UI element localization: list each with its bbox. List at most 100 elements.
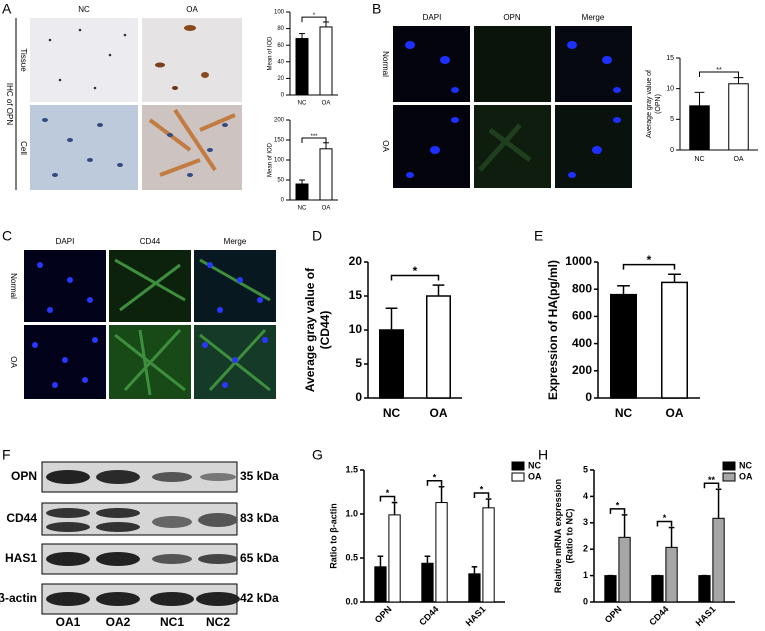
image-detail xyxy=(613,87,621,93)
bar xyxy=(319,148,333,201)
y-tick-label: 20 xyxy=(277,76,284,82)
x-tick-label: OA xyxy=(666,406,684,420)
significance-bracket xyxy=(473,492,490,499)
size-label: 65 kDa xyxy=(240,551,279,565)
y-tick-label: 60 xyxy=(277,43,284,49)
image-detail xyxy=(217,307,223,313)
image-detail xyxy=(406,172,414,178)
image-detail xyxy=(194,250,276,322)
image-detail xyxy=(568,172,576,178)
significance-bracket xyxy=(703,482,720,489)
image-detail xyxy=(78,28,82,32)
image-detail xyxy=(198,513,238,527)
column-label: Merge xyxy=(582,13,605,22)
y-tick-label: 0.0 xyxy=(345,596,358,606)
y-tick-label: 50 xyxy=(277,178,284,184)
significance-label: ** xyxy=(708,475,716,485)
y-tick-label: 2 xyxy=(583,544,588,554)
legend-label: NC xyxy=(739,460,752,470)
column-label: Merge xyxy=(224,237,247,246)
image-detail xyxy=(172,86,178,90)
y-tick-label: 800 xyxy=(572,281,592,295)
x-tick-label: OA xyxy=(322,205,331,211)
image-detail xyxy=(46,508,90,518)
y-tick-label: 0 xyxy=(670,147,674,154)
image-detail xyxy=(30,18,138,102)
image-detail xyxy=(167,133,173,137)
significance-label: * xyxy=(433,472,437,482)
image-detail xyxy=(96,522,140,532)
column-label: NC xyxy=(78,5,90,14)
x-tick-label: NC xyxy=(298,205,307,211)
image-detail xyxy=(46,592,90,606)
lane-label: OA2 xyxy=(106,615,131,629)
y-tick-label: 5 xyxy=(670,116,674,123)
y-tick-label: 0 xyxy=(281,93,285,99)
side-label: IHC of OPN xyxy=(5,83,14,125)
bar xyxy=(388,514,401,603)
y-tick-label: 5 xyxy=(583,464,588,474)
image-detail xyxy=(67,138,73,142)
significance-label: * xyxy=(647,253,652,267)
bar xyxy=(426,295,451,399)
legend-swatch xyxy=(511,472,525,482)
image-detail xyxy=(592,146,602,154)
image-detail xyxy=(196,592,240,606)
x-tick-label: NC xyxy=(383,406,401,420)
bar xyxy=(468,573,481,603)
lane-label: NC1 xyxy=(160,615,184,629)
y-tick-label: 15 xyxy=(666,55,674,62)
image-detail xyxy=(30,105,138,190)
bar xyxy=(712,517,725,603)
y-tick-label: 40 xyxy=(277,59,284,65)
panel-letter: A xyxy=(2,1,12,17)
image-detail xyxy=(152,516,192,528)
image-detail xyxy=(393,105,470,188)
y-tick-label: 400 xyxy=(572,336,592,350)
x-tick-label: NC xyxy=(615,406,633,420)
image-detail xyxy=(37,262,43,268)
y-axis-label: Average gray value of xyxy=(303,267,317,392)
panel-letter: H xyxy=(538,447,548,463)
bar xyxy=(661,281,688,399)
significance-label: ** xyxy=(716,67,722,74)
lane-label: NC2 xyxy=(206,615,230,629)
image-detail xyxy=(87,158,93,162)
panel-letter: C xyxy=(2,228,12,244)
image-detail xyxy=(152,472,192,482)
y-axis-label: (Ratio to NC) xyxy=(564,509,574,564)
bar xyxy=(618,536,631,603)
image-detail xyxy=(222,123,228,127)
image-detail xyxy=(52,382,58,388)
image-detail xyxy=(96,552,140,566)
image-detail xyxy=(87,297,93,303)
image-detail xyxy=(93,86,97,90)
image-detail xyxy=(46,552,90,566)
image-detail xyxy=(405,41,415,49)
x-tick-label: OPN xyxy=(603,604,624,625)
image-detail xyxy=(108,53,112,57)
image-detail xyxy=(32,342,38,348)
image-detail xyxy=(92,337,98,343)
row-label: Tissue xyxy=(19,48,28,72)
x-tick-label: HAS1 xyxy=(464,604,488,628)
y-tick-label: 100 xyxy=(274,10,285,16)
bar xyxy=(319,26,333,96)
image-detail xyxy=(202,342,208,348)
image-detail xyxy=(201,72,209,78)
image-detail xyxy=(184,25,196,31)
size-label: 42 kDa xyxy=(240,591,279,605)
if-images-cd44 xyxy=(24,250,276,399)
image-detail xyxy=(207,148,213,152)
panel-letter: F xyxy=(2,447,11,463)
y-axis-label: Relative mRNA expression xyxy=(553,479,563,593)
column-label: CD44 xyxy=(140,237,161,246)
image-detail xyxy=(67,277,73,283)
significance-bracket xyxy=(301,137,327,143)
y-axis-label: Mean of IOD xyxy=(268,142,274,177)
y-tick-label: 10 xyxy=(349,322,363,336)
y-tick-label: 15 xyxy=(349,288,363,302)
significance-label: * xyxy=(413,264,418,278)
bar xyxy=(604,575,617,603)
lane-label: OA1 xyxy=(56,615,81,629)
